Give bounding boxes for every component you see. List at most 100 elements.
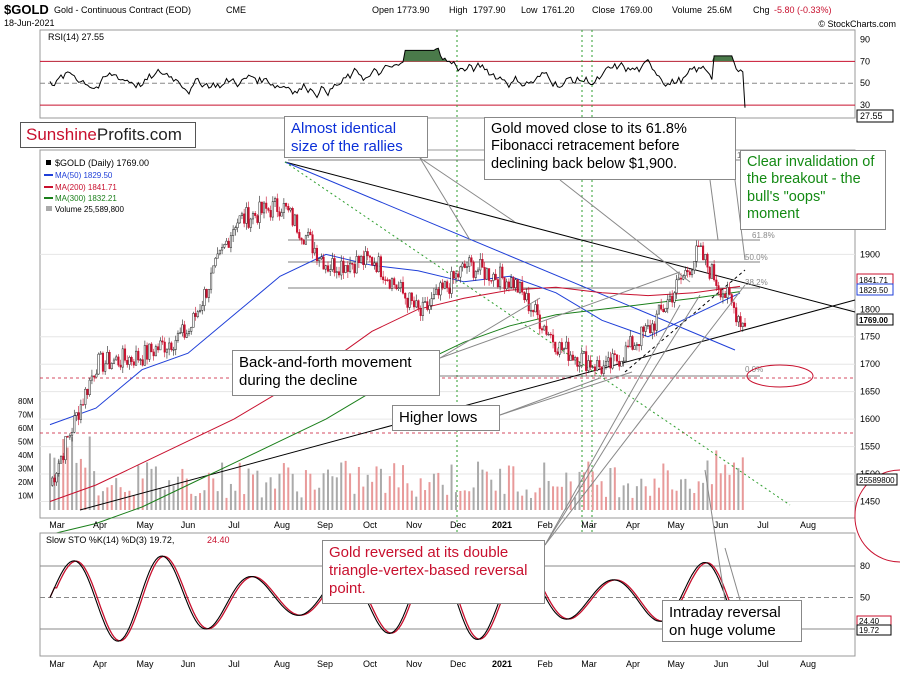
candle-body <box>73 415 76 433</box>
volume-bar <box>552 486 555 510</box>
candle-body <box>613 353 616 355</box>
annotation-fibonacci: Gold moved close to its 61.8% Fibonacci … <box>484 117 736 180</box>
candle-body <box>545 325 548 335</box>
candle-body <box>419 308 422 316</box>
candle-body <box>362 255 365 265</box>
price-panel <box>39 149 856 519</box>
candle-body <box>121 348 124 368</box>
volume-bar <box>274 488 277 510</box>
candle-body <box>223 244 226 248</box>
legend-ma50: MA(50) 1829.50 <box>55 171 113 180</box>
month-label: Apr <box>626 520 640 530</box>
candle-body <box>112 359 116 364</box>
month-label: Jul <box>228 659 240 669</box>
candle-body <box>551 334 555 343</box>
month-label: Nov <box>406 659 423 669</box>
candle-body <box>585 351 588 371</box>
candle-body <box>401 282 405 294</box>
volume-bar <box>463 490 466 510</box>
volume-bar <box>578 471 581 510</box>
volume-bar <box>472 487 475 510</box>
candle-body <box>476 269 480 272</box>
candle-body <box>463 263 466 268</box>
candle-body <box>157 346 160 351</box>
volume-bar <box>556 486 559 510</box>
candle-body <box>243 213 246 224</box>
volume-bar <box>477 461 480 510</box>
volume-bar <box>538 487 541 510</box>
candle-body <box>593 366 597 371</box>
volume-bar <box>71 436 74 510</box>
month-label: Nov <box>406 520 423 530</box>
candle-body <box>485 268 488 280</box>
candle-body <box>225 240 228 245</box>
volume-bar <box>415 496 418 510</box>
candle-body <box>366 251 369 257</box>
volume-bar <box>640 478 643 510</box>
volume-bar <box>243 494 246 510</box>
candle-body <box>602 365 605 374</box>
candle-body <box>521 282 524 293</box>
candle-body <box>324 265 327 270</box>
candle-body <box>543 325 546 331</box>
candle-body <box>558 342 561 355</box>
candle-body <box>638 344 641 347</box>
candle-body <box>412 300 416 308</box>
volume-bar <box>657 487 660 510</box>
candle-body <box>673 292 676 303</box>
candle-body <box>196 311 199 317</box>
volume-bar <box>591 471 594 510</box>
exchange-label: CME <box>226 5 246 15</box>
candle-body <box>741 322 744 327</box>
candle-body <box>448 287 451 294</box>
volume-bar <box>66 447 69 510</box>
volume-tick-label: 70M <box>18 411 34 420</box>
candle-body <box>168 342 171 350</box>
price-tick-label: 1800 <box>860 304 880 314</box>
candle-body <box>179 332 182 334</box>
volume-bar <box>662 463 665 510</box>
candle-body <box>249 218 252 228</box>
volume-bar <box>234 490 237 510</box>
candle-body <box>289 208 292 211</box>
candle-body <box>591 366 594 368</box>
candle-body <box>368 255 371 258</box>
candle-body <box>53 477 56 483</box>
stoch-tick-label: 80 <box>860 561 870 571</box>
candle-body <box>247 207 250 228</box>
legend-ma300: MA(300) 1832.21 <box>55 194 117 203</box>
high-label: High <box>449 5 468 15</box>
volume-tick-label: 20M <box>18 478 34 487</box>
volume-bar <box>207 472 210 510</box>
volume-bar <box>216 491 219 510</box>
legend-swatch-volume <box>46 206 52 211</box>
candle-body <box>563 348 566 350</box>
volume-bar <box>260 497 263 510</box>
fib-label-500: 50.0% <box>745 253 768 262</box>
ma200-line <box>49 285 741 502</box>
candle-body <box>119 364 122 368</box>
candle-body <box>291 208 294 226</box>
volume-bar <box>168 480 171 510</box>
month-label: Jun <box>181 659 196 669</box>
month-label: Dec <box>450 659 467 669</box>
candle-body <box>459 266 462 278</box>
volume-bar <box>507 465 510 510</box>
volume-tick-label: 30M <box>18 465 34 474</box>
volume-bar <box>344 460 347 510</box>
volume-bar <box>366 474 369 510</box>
volume-bar <box>702 482 705 510</box>
volume-bar <box>684 478 687 510</box>
candle-body <box>532 310 535 313</box>
volume-bar <box>185 478 188 510</box>
candle-body <box>671 295 674 303</box>
month-label: May <box>667 659 685 669</box>
volume-bar <box>313 489 316 510</box>
month-label: Apr <box>93 659 107 669</box>
candle-body <box>207 288 210 298</box>
price-tick-label: 1600 <box>860 414 880 424</box>
candle-body <box>421 301 424 316</box>
trendline-green-dotted <box>284 161 791 506</box>
candle-body <box>397 287 400 289</box>
stoch-k-line <box>49 553 746 642</box>
